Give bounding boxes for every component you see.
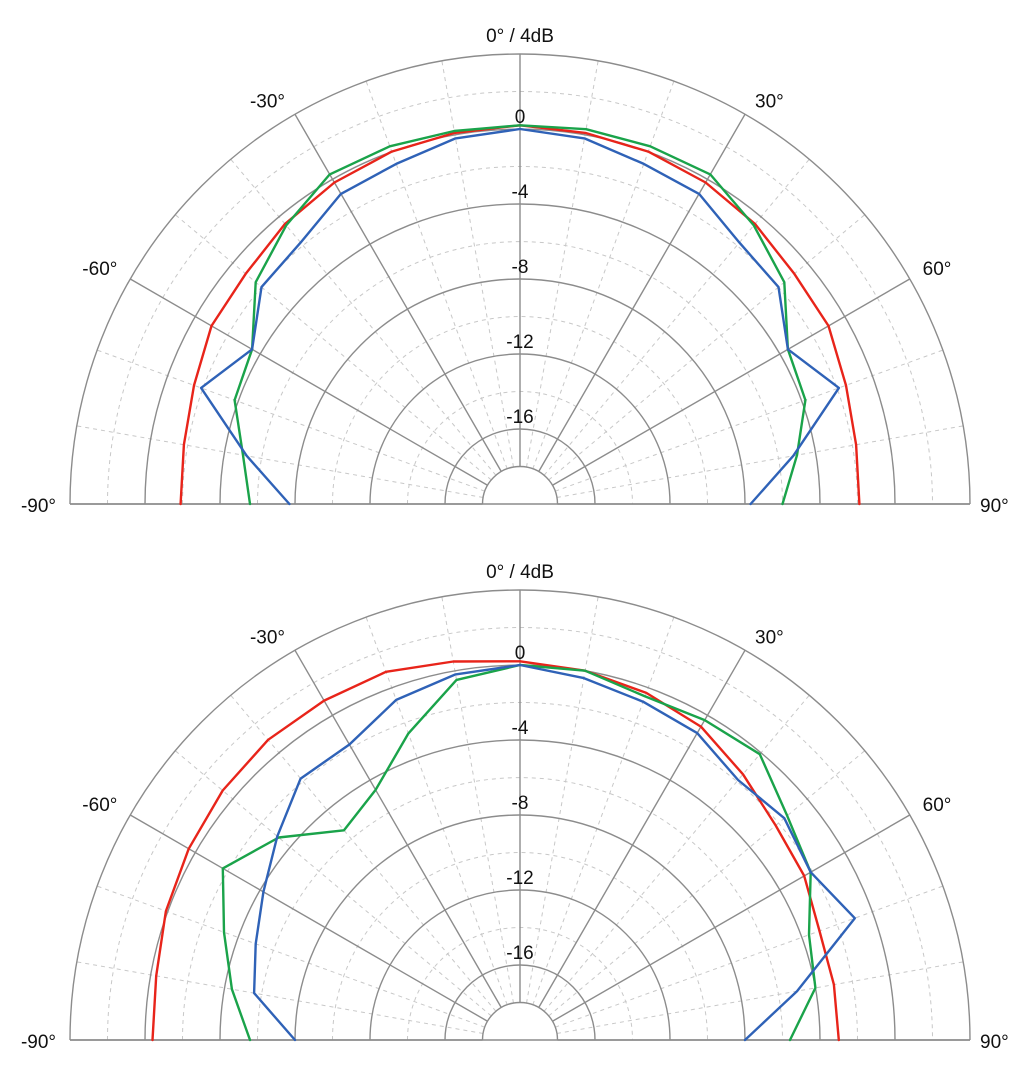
series-line-2 [252, 663, 856, 1042]
series-line-0 [151, 660, 840, 1042]
angle-tick-label: 0° / 4dB [486, 562, 554, 583]
angle-tick-label: 60° [923, 259, 952, 280]
minor-ring [107, 91, 933, 505]
radial-tick-label: -16 [506, 407, 533, 428]
angle-tick-label: -90° [21, 496, 56, 517]
polar-chart-bottom: 0 -4 -8 -12 -16 -90° -60° -30° 0° / 4dB 30° 60° 90° [21, 562, 1009, 1053]
major-spoke [294, 649, 502, 1008]
radial-tick-label: -8 [512, 793, 529, 814]
minor-ring [257, 241, 783, 505]
major-spoke [129, 278, 488, 486]
minor-spoke [230, 694, 497, 1012]
angle-tick-label: -60° [82, 259, 117, 280]
minor-spoke [441, 596, 514, 1004]
minor-spoke [543, 694, 810, 1012]
radial-tick-label: -8 [512, 257, 529, 278]
minor-ring [257, 777, 783, 1041]
minor-spoke [548, 750, 866, 1017]
radial-tick-label: -4 [512, 182, 529, 203]
minor-spoke [556, 961, 964, 1034]
angle-tick-label: -30° [250, 627, 285, 648]
angle-tick-label: -90° [21, 1032, 56, 1053]
minor-spoke [548, 214, 866, 481]
major-spoke [552, 814, 911, 1022]
radial-tick-label: 0 [515, 107, 526, 128]
angle-tick-label: 90° [980, 496, 1009, 517]
minor-spoke [174, 214, 492, 481]
minor-spoke [526, 60, 599, 468]
angle-tick-label: 30° [755, 627, 784, 648]
minor-spoke [543, 158, 810, 476]
minor-spoke [230, 158, 497, 476]
polar-chart-top: 0 -4 -8 -12 -16 -90° -60° -30° 0° / 4dB 30° 60° 90° [21, 26, 1009, 517]
radial-tick-label: -4 [512, 718, 529, 739]
angle-tick-label: -30° [250, 91, 285, 112]
minor-spoke [556, 425, 964, 498]
minor-spoke [526, 596, 599, 1004]
radial-tick-label: -12 [506, 332, 533, 353]
angle-tick-label: 60° [923, 795, 952, 816]
angle-tick-label: 90° [980, 1032, 1009, 1053]
minor-ring [332, 316, 708, 505]
minor-ring [107, 627, 933, 1041]
series-line-2 [199, 127, 841, 506]
radial-tick-label: -16 [506, 943, 533, 964]
angle-tick-label: -60° [82, 795, 117, 816]
radial-tick-label: -12 [506, 868, 533, 889]
major-spoke [552, 278, 911, 486]
minor-spoke [76, 425, 484, 498]
angle-tick-label: 30° [755, 91, 784, 112]
radial-tick-label: 0 [515, 643, 526, 664]
angle-tick-label: 0° / 4dB [486, 26, 554, 47]
minor-spoke [441, 60, 514, 468]
minor-ring [332, 852, 708, 1041]
major-spoke [129, 814, 488, 1022]
major-spoke [538, 649, 746, 1008]
